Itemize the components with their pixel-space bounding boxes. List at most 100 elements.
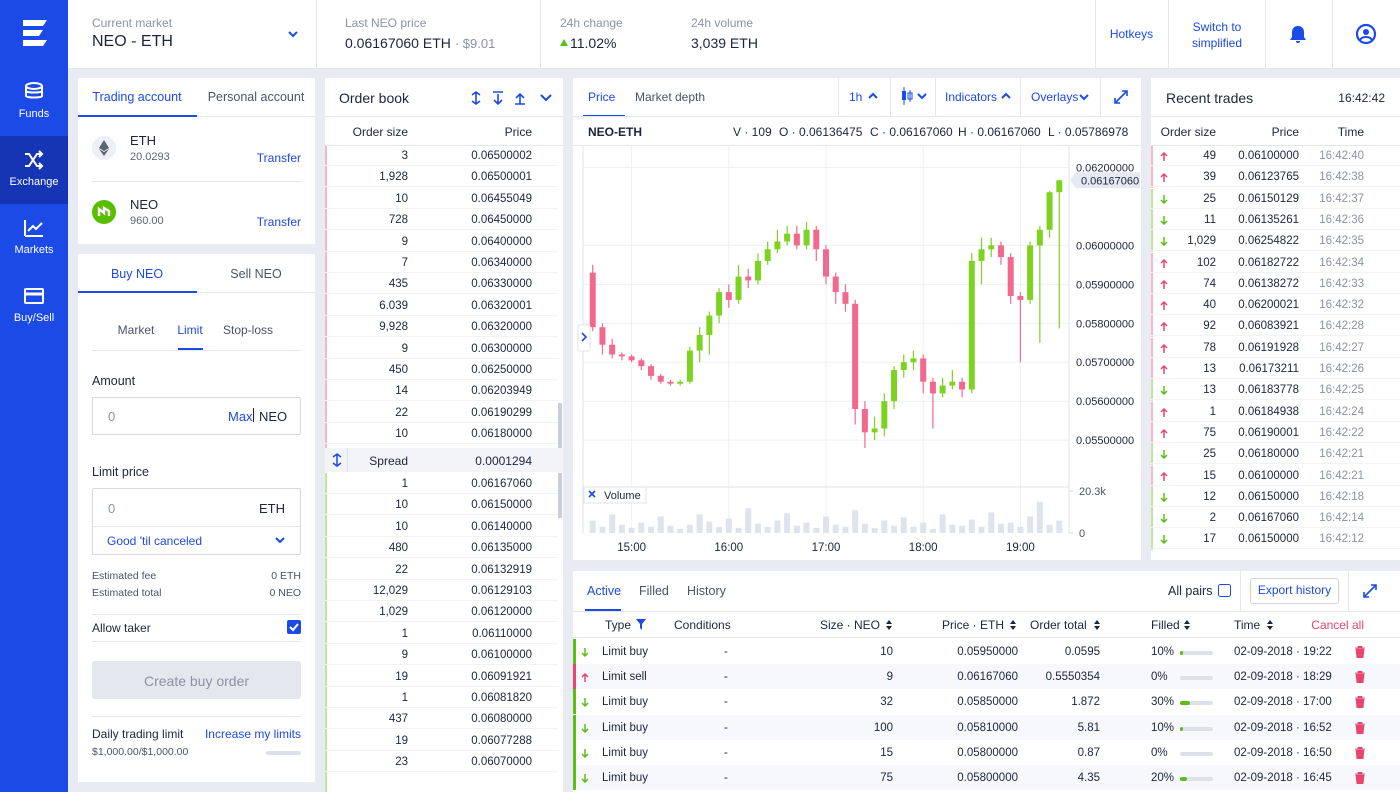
candle-body — [618, 354, 625, 357]
tab[interactable]: Trading account — [92, 90, 182, 104]
order-size: 9 — [886, 671, 893, 684]
divider — [92, 716, 301, 717]
candle-body — [599, 327, 606, 345]
order-price: 0.06077288 — [471, 734, 532, 747]
candle-icon[interactable] — [900, 86, 914, 106]
nav-label: Exchange — [9, 176, 59, 188]
candle-body — [1027, 245, 1034, 300]
divider — [1151, 165, 1400, 166]
volume-bar — [745, 508, 752, 533]
trade-size: 17 — [1203, 533, 1216, 546]
delete-icon[interactable] — [1355, 746, 1365, 759]
arrow-down — [1160, 237, 1168, 247]
order-time: 02-09-2018 · 17:00 — [1234, 696, 1332, 709]
interval[interactable]: 1h — [849, 90, 863, 104]
delete-icon[interactable] — [1355, 671, 1365, 684]
chevron[interactable] — [916, 92, 928, 100]
transfer-link[interactable]: Transfer — [256, 215, 301, 229]
price-usd: · $9.01 — [454, 36, 496, 51]
time-in-force[interactable]: Good 'til canceled — [107, 534, 203, 548]
nav-item[interactable]: Exchange — [0, 136, 68, 204]
checkbox[interactable] — [1218, 584, 1231, 597]
order-type[interactable]: Stop-loss — [222, 323, 274, 337]
trade-time: 16:42:25 — [1319, 384, 1364, 397]
switch-button[interactable]: Switch to simplified — [1191, 20, 1242, 50]
volume-bar — [978, 526, 985, 533]
arrow-up — [1160, 152, 1168, 161]
filter-icon[interactable] — [636, 619, 646, 630]
trade-price: 0.06190001 — [1238, 426, 1299, 439]
sort-icon[interactable] — [885, 619, 893, 631]
column-header[interactable]: Filled — [1151, 618, 1180, 632]
column-header[interactable]: Size · NEO — [819, 618, 880, 632]
bell[interactable] — [1288, 24, 1308, 44]
tab[interactable]: Sell NEO — [230, 267, 282, 281]
volume-bar — [599, 526, 606, 533]
trade-size: 13 — [1203, 384, 1216, 397]
order-price: 0.05850000 — [957, 696, 1018, 709]
export-button[interactable] — [1250, 578, 1339, 604]
delete-icon[interactable] — [1355, 646, 1365, 658]
increase-link[interactable]: Increase my limits — [204, 727, 301, 741]
amount-input[interactable] — [92, 397, 301, 435]
arrow-down — [581, 748, 589, 758]
max-link[interactable]: Max — [228, 409, 253, 424]
column-header[interactable]: Price · ETH — [941, 618, 1004, 632]
sort-icon[interactable] — [1183, 619, 1191, 631]
nav-item[interactable]: Funds — [0, 68, 68, 136]
nav-item[interactable]: Markets — [0, 204, 68, 272]
divider — [1151, 292, 1400, 294]
submit-button[interactable] — [92, 661, 301, 699]
volume-bar — [764, 526, 771, 533]
sort-icon[interactable] — [1093, 619, 1101, 631]
limit-input[interactable] — [92, 488, 301, 555]
divider — [325, 621, 558, 623]
chevron[interactable] — [274, 536, 286, 544]
indicators-button[interactable]: Indicators — [945, 90, 998, 104]
delete-icon[interactable] — [1355, 721, 1365, 734]
nav-item[interactable]: Buy/Sell — [0, 272, 68, 340]
arrow-down — [1160, 386, 1168, 396]
tab[interactable]: Market depth — [635, 90, 706, 104]
candle-body — [1017, 296, 1024, 300]
chevron[interactable] — [1078, 93, 1090, 101]
book-controls[interactable] — [469, 90, 555, 106]
trade-size: 1,029 — [1187, 235, 1216, 248]
divider — [1151, 463, 1400, 465]
tab[interactable]: Active — [587, 584, 622, 598]
candle-body — [920, 358, 927, 382]
tab[interactable]: Buy NEO — [110, 267, 164, 281]
sort-icon[interactable] — [1009, 619, 1017, 631]
volume-bar — [1046, 524, 1053, 533]
sort-icon[interactable] — [1266, 619, 1274, 631]
overlays-button[interactable]: Overlays — [1031, 90, 1079, 104]
hotkeys-button[interactable]: Hotkeys — [1109, 27, 1154, 41]
transfer-link[interactable]: Transfer — [256, 151, 301, 165]
cancel-all[interactable]: Cancel all — [1311, 618, 1364, 632]
tab[interactable]: Filled — [639, 584, 669, 598]
column-header[interactable]: Time — [1234, 618, 1261, 632]
column-header[interactable]: Type — [605, 618, 632, 632]
logo[interactable] — [17, 16, 51, 50]
delete-icon[interactable] — [1355, 772, 1365, 784]
tab-underline — [78, 291, 197, 293]
divider — [325, 642, 558, 644]
price-chart: 15:00 16:00 17:00 18:00 19:00 0.05500000 0.056… — [577, 146, 1140, 554]
shape — [1160, 407, 1168, 417]
divider — [325, 600, 558, 601]
expand[interactable] — [1363, 584, 1377, 598]
checkbox[interactable] — [287, 620, 301, 634]
column-header[interactable]: Order total — [1030, 618, 1087, 632]
tab[interactable]: History — [687, 584, 726, 598]
user[interactable] — [1355, 23, 1377, 45]
expand[interactable] — [1114, 90, 1128, 104]
order-type[interactable]: Market — [117, 323, 155, 337]
trade-time: 16:42:21 — [1319, 469, 1364, 482]
label: 24h change — [560, 16, 623, 30]
chevron[interactable] — [287, 30, 299, 38]
tab[interactable]: Price — [588, 90, 616, 104]
divider — [1240, 571, 1241, 611]
tab[interactable]: Personal account — [207, 90, 305, 104]
order-type[interactable]: Limit — [177, 323, 203, 337]
delete-icon[interactable] — [1355, 696, 1365, 709]
